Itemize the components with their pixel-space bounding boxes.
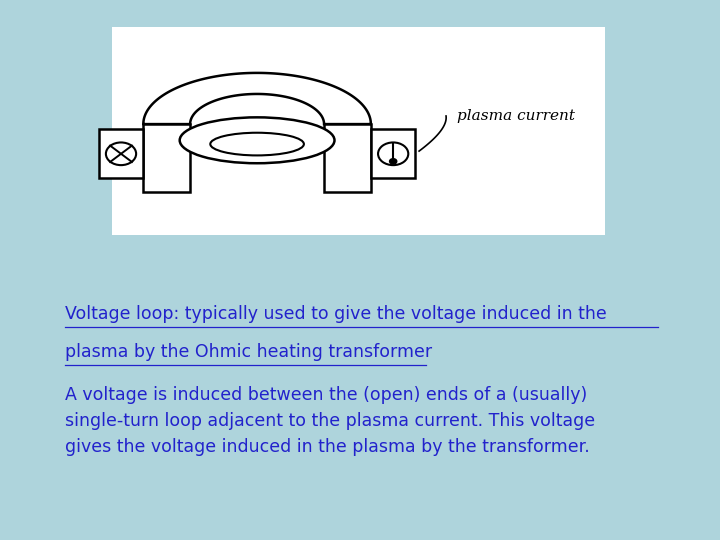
Polygon shape (143, 73, 371, 124)
Text: plasma by the Ohmic heating transformer: plasma by the Ohmic heating transformer (65, 343, 432, 361)
Bar (324, 124, 371, 192)
Circle shape (390, 159, 397, 164)
Bar (143, 124, 190, 192)
Bar (99, 130, 143, 178)
FancyBboxPatch shape (112, 27, 605, 235)
Text: Voltage loop: typically used to give the voltage induced in the: Voltage loop: typically used to give the… (65, 305, 606, 323)
Ellipse shape (180, 117, 335, 163)
Text: A voltage is induced between the (open) ends of a (usually)
single-turn loop adj: A voltage is induced between the (open) … (65, 386, 595, 456)
Bar (371, 130, 415, 178)
Ellipse shape (210, 133, 304, 156)
Text: plasma current: plasma current (456, 109, 575, 123)
